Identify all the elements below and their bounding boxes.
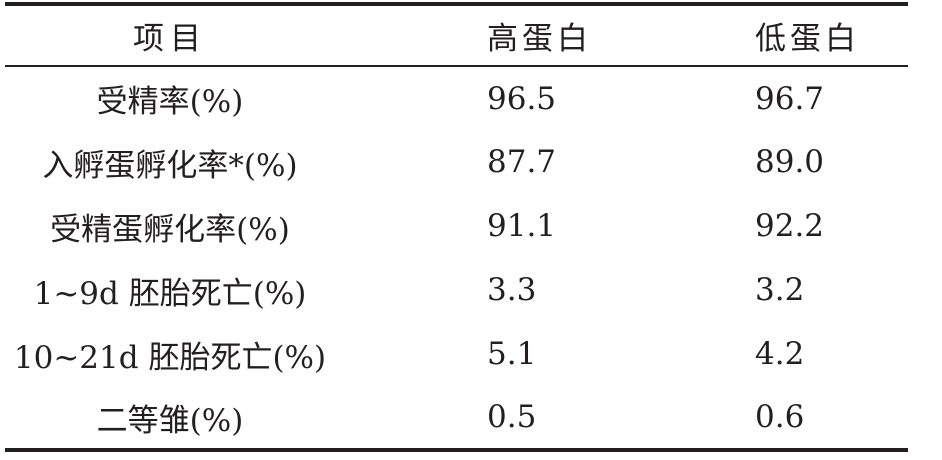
- row-label: 二等雏(%): [96, 402, 244, 439]
- header-row: 项目 高蛋白 低蛋白: [5, 4, 908, 66]
- table-row: 受精率(%) 96.5 96.7: [5, 66, 908, 130]
- value-cell: 96.5: [487, 80, 557, 117]
- row-label: 受精蛋孵化率(%): [50, 211, 290, 248]
- row-label: 1~9d 胚胎死亡(%): [33, 275, 307, 312]
- table-body: 受精率(%) 96.5 96.7 入孵蛋孵化率*(%) 87.7 89.0 受精蛋孵化率(%…: [5, 66, 908, 450]
- data-table: 项目 高蛋白 低蛋白 受精率(%) 96.5 96.7 入孵蛋孵化率*(%) 87.7 89.…: [5, 2, 908, 452]
- header-cell: 高蛋白: [487, 21, 592, 57]
- value-cell: 87.7: [487, 144, 557, 180]
- value-cell: 96.7: [755, 80, 825, 117]
- value-cell: 92.2: [755, 208, 825, 244]
- table-row: 10~21d 胚胎死亡(%) 5.1 4.2: [5, 322, 908, 386]
- value-cell: 0.5: [487, 399, 537, 435]
- table-head: 项目 高蛋白 低蛋白: [5, 4, 908, 66]
- value-cell: 0.6: [755, 399, 805, 435]
- value-cell: 4.2: [755, 336, 805, 372]
- row-label: 受精率(%): [96, 84, 244, 120]
- value-cell: 3.3: [487, 272, 537, 308]
- row-label: 入孵蛋孵化率*(%): [42, 147, 298, 184]
- table-row: 二等雏(%) 0.5 0.6: [5, 386, 908, 450]
- table-row: 入孵蛋孵化率*(%) 87.7 89.0: [5, 130, 908, 194]
- header-cell: 低蛋白: [755, 21, 860, 57]
- value-cell: 5.1: [487, 336, 537, 372]
- table-row: 受精蛋孵化率(%) 91.1 92.2: [5, 194, 908, 258]
- value-cell: 89.0: [755, 144, 825, 180]
- table-row: 1~9d 胚胎死亡(%) 3.3 3.2: [5, 258, 908, 322]
- header-cell: 项目: [133, 21, 207, 57]
- value-cell: 91.1: [487, 208, 557, 244]
- row-label: 10~21d 胚胎死亡(%): [13, 339, 327, 376]
- value-cell: 3.2: [755, 272, 805, 308]
